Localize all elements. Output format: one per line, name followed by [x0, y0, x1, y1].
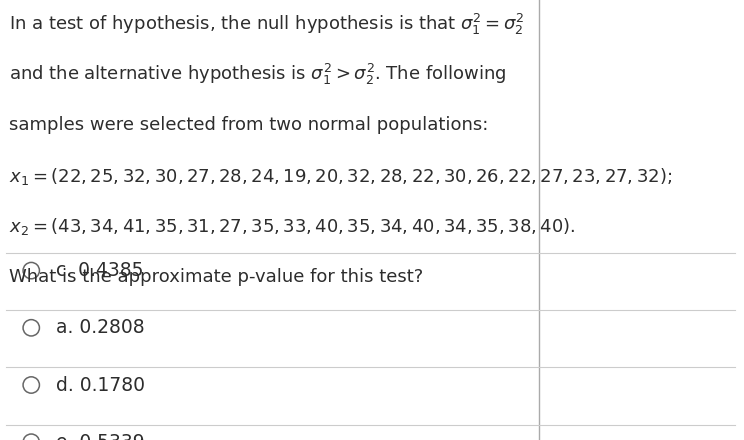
Text: d. 0.1780: d. 0.1780: [56, 375, 145, 395]
Text: samples were selected from two normal populations:: samples were selected from two normal po…: [9, 117, 488, 134]
Text: In a test of hypothesis, the null hypothesis is that $\sigma_1^2 = \sigma_2^2$: In a test of hypothesis, the null hypoth…: [9, 11, 525, 37]
Text: a. 0.2808: a. 0.2808: [56, 318, 144, 337]
Text: c. 0.4385: c. 0.4385: [56, 261, 144, 280]
Text: and the alternative hypothesis is $\sigma_1^2 > \sigma_2^2$. The following: and the alternative hypothesis is $\sigm…: [9, 62, 507, 88]
Text: $x_1 = (22, 25, 32, 30, 27, 28, 24, 19, 20, 32, 28, 22, 30, 26, 22, 27, 23, 27, : $x_1 = (22, 25, 32, 30, 27, 28, 24, 19, …: [9, 165, 672, 187]
Text: e. 0.5339: e. 0.5339: [56, 433, 144, 440]
Text: What is the approximate p-value for this test?: What is the approximate p-value for this…: [9, 268, 423, 286]
Text: $x_2 = (43, 34, 41, 35, 31, 27, 35, 33, 40, 35, 34, 40, 34, 35, 38, 40).$: $x_2 = (43, 34, 41, 35, 31, 27, 35, 33, …: [9, 216, 575, 237]
